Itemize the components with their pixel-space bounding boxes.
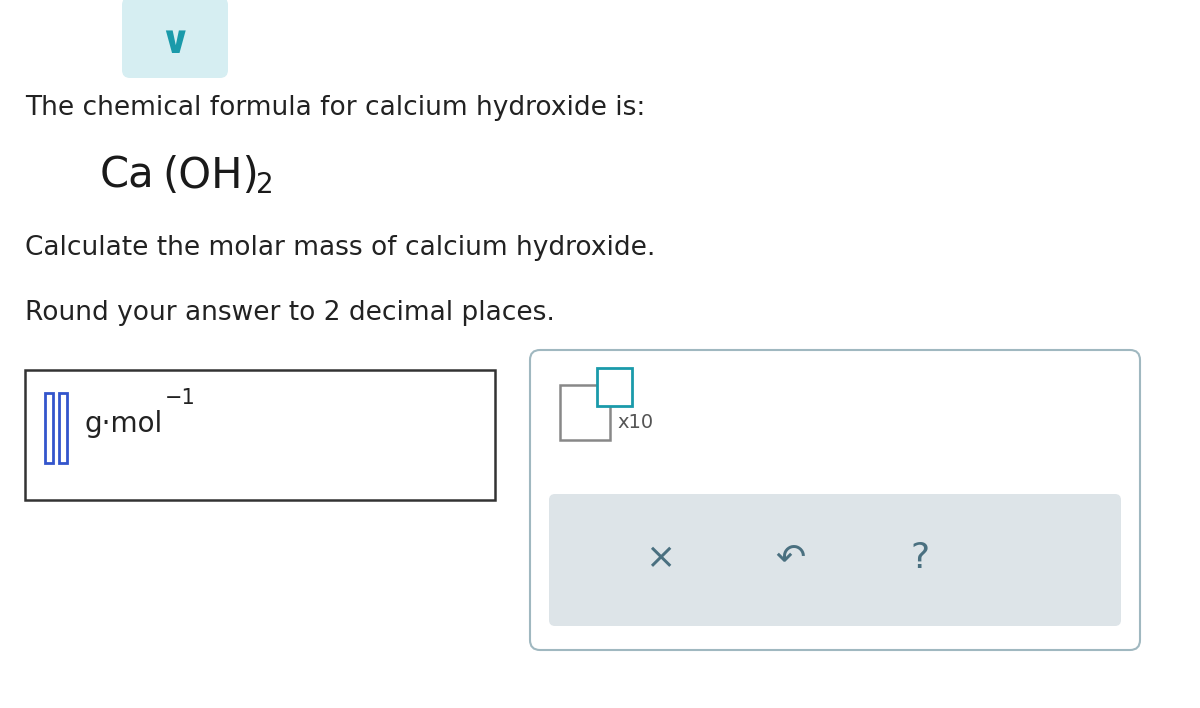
Text: ×: × bbox=[644, 541, 676, 575]
Text: −1: −1 bbox=[166, 388, 196, 408]
Bar bbox=[598, 368, 632, 406]
Bar bbox=[46, 393, 53, 463]
FancyBboxPatch shape bbox=[550, 494, 1121, 626]
Bar bbox=[560, 385, 610, 440]
Text: x10: x10 bbox=[617, 413, 653, 432]
Text: ∨: ∨ bbox=[160, 23, 191, 61]
Text: Round your answer to 2 decimal places.: Round your answer to 2 decimal places. bbox=[25, 300, 554, 326]
Text: ↶: ↶ bbox=[775, 541, 805, 575]
FancyBboxPatch shape bbox=[122, 0, 228, 78]
Text: g·mol: g·mol bbox=[85, 410, 163, 438]
Text: The chemical formula for calcium hydroxide is:: The chemical formula for calcium hydroxi… bbox=[25, 95, 646, 121]
FancyBboxPatch shape bbox=[530, 350, 1140, 650]
Text: (OH): (OH) bbox=[162, 155, 259, 197]
Bar bbox=[59, 393, 67, 463]
Text: ?: ? bbox=[911, 541, 930, 575]
Text: 2: 2 bbox=[256, 171, 274, 199]
Bar bbox=[25, 370, 496, 500]
Text: Calculate the molar mass of calcium hydroxide.: Calculate the molar mass of calcium hydr… bbox=[25, 235, 655, 261]
Text: Ca: Ca bbox=[100, 155, 155, 197]
